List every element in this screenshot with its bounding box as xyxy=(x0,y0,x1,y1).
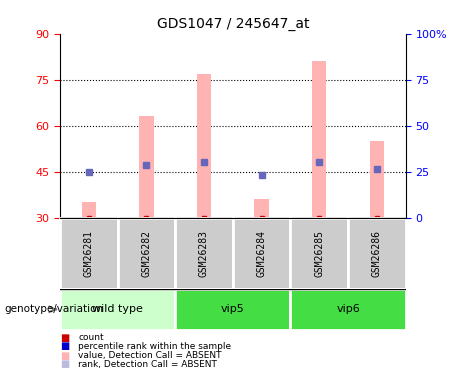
Bar xyxy=(197,74,211,217)
Text: ■: ■ xyxy=(60,360,69,369)
Text: percentile rank within the sample: percentile rank within the sample xyxy=(78,342,231,351)
Text: count: count xyxy=(78,333,104,342)
Bar xyxy=(370,141,384,218)
Text: GSM26281: GSM26281 xyxy=(84,230,94,277)
Text: GSM26283: GSM26283 xyxy=(199,230,209,277)
Text: GSM26284: GSM26284 xyxy=(257,230,266,277)
Text: GSM26282: GSM26282 xyxy=(142,230,151,277)
Bar xyxy=(254,199,269,217)
Text: wild type: wild type xyxy=(92,304,143,314)
Text: ■: ■ xyxy=(60,342,69,351)
Bar xyxy=(60,289,175,330)
Bar xyxy=(175,289,290,330)
Bar xyxy=(312,62,326,217)
Text: value, Detection Call = ABSENT: value, Detection Call = ABSENT xyxy=(78,351,222,360)
Text: GSM26286: GSM26286 xyxy=(372,230,382,277)
Bar xyxy=(118,217,175,289)
Text: GSM26285: GSM26285 xyxy=(314,230,324,277)
Bar xyxy=(233,217,290,289)
Bar xyxy=(82,202,96,217)
Bar xyxy=(175,217,233,289)
Bar xyxy=(290,217,348,289)
Text: ■: ■ xyxy=(60,333,69,342)
Bar xyxy=(290,289,406,330)
Title: GDS1047 / 245647_at: GDS1047 / 245647_at xyxy=(157,17,309,32)
Text: rank, Detection Call = ABSENT: rank, Detection Call = ABSENT xyxy=(78,360,217,369)
Bar xyxy=(139,116,154,218)
Bar xyxy=(348,217,406,289)
Text: vip6: vip6 xyxy=(336,304,360,314)
Text: genotype/variation: genotype/variation xyxy=(5,304,104,314)
Text: vip5: vip5 xyxy=(221,304,245,314)
Bar xyxy=(60,217,118,289)
Text: ■: ■ xyxy=(60,351,69,360)
